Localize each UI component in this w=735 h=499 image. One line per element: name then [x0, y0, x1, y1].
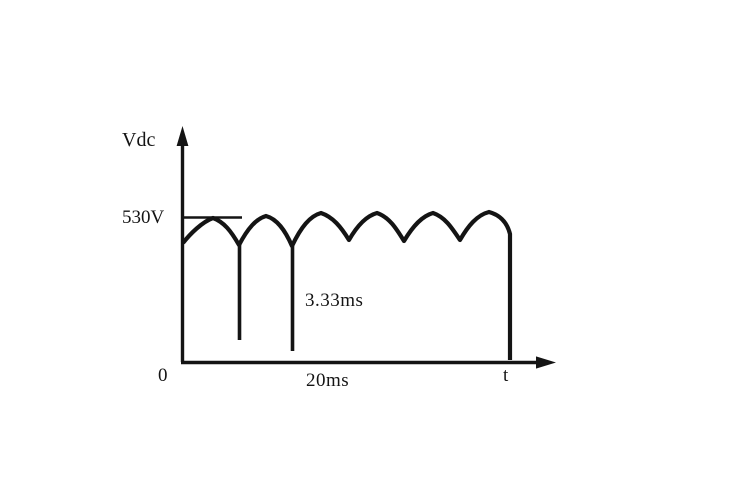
- x-axis-arrowhead: [536, 356, 556, 369]
- level-marker-label-530v: 530V: [122, 207, 165, 228]
- x-axis-label: t: [503, 365, 509, 386]
- origin-label: 0: [158, 365, 168, 386]
- y-axis-arrowhead: [176, 126, 189, 146]
- x-axis: [181, 356, 556, 369]
- y-axis-label: Vdc: [122, 129, 156, 151]
- vdc-ripple-trace: [181, 209, 513, 360]
- ripple-interval-label-333ms: 3.33ms: [305, 290, 364, 311]
- x-axis-span-label-20ms: 20ms: [306, 370, 350, 391]
- y-axis: [176, 126, 189, 362]
